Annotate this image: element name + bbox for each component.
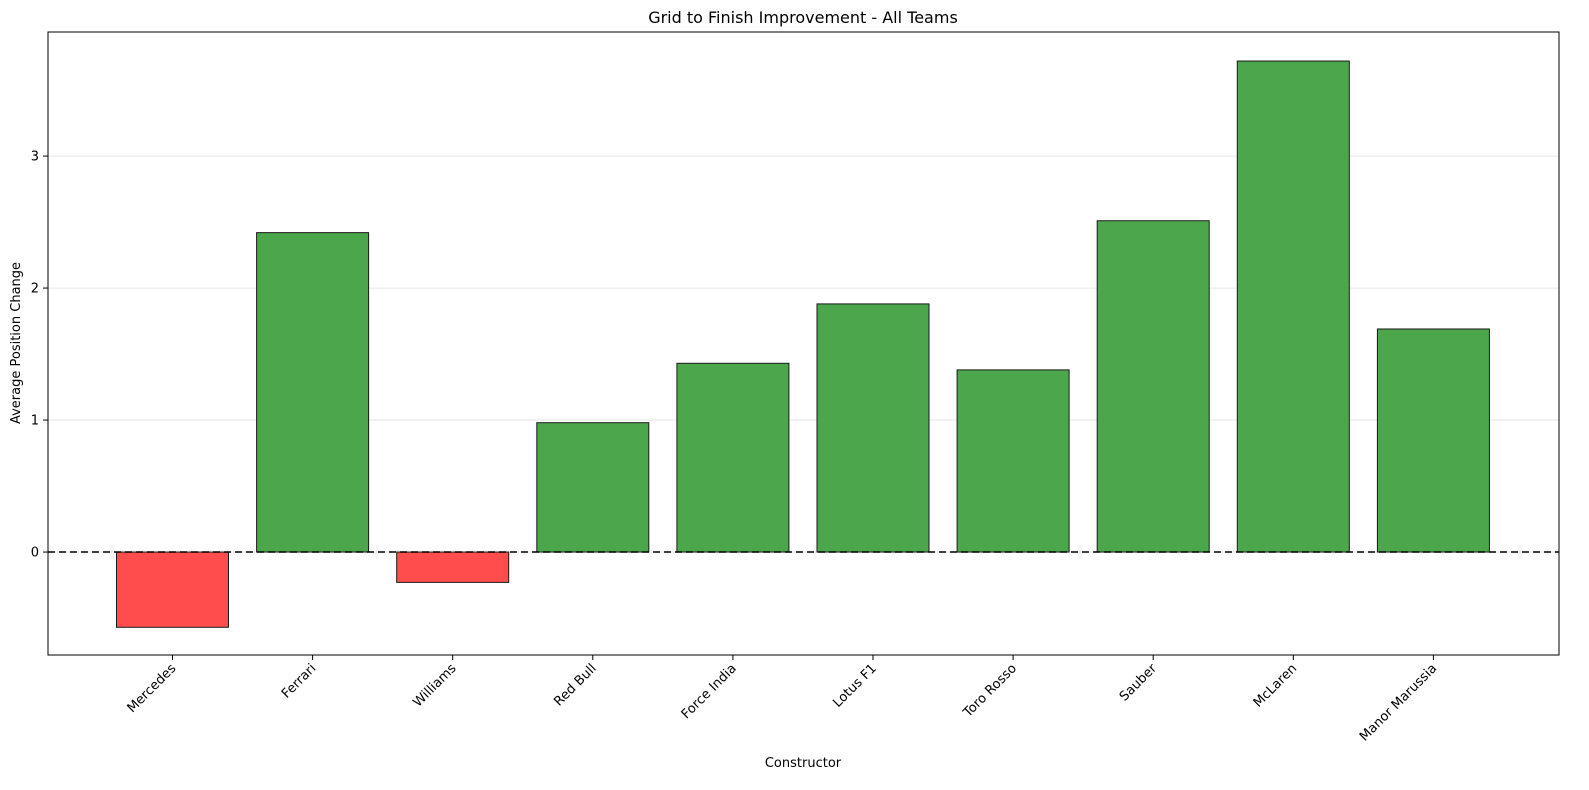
x-axis-label: Constructor: [765, 756, 842, 771]
bar-ferrari: [256, 232, 370, 553]
x-tick-label: Toro Rosso: [960, 661, 1020, 721]
bar-manor-marussia: [1376, 328, 1490, 553]
y-tick-label: 1: [31, 414, 39, 429]
chart-title: Grid to Finish Improvement - All Teams: [648, 8, 958, 27]
x-tick-label: McLaren: [1251, 661, 1300, 710]
plot-frame: [47, 31, 1560, 656]
x-tick-label: Lotus F1: [830, 661, 879, 710]
x-tick-label: Sauber: [1117, 661, 1161, 705]
x-tick-label: Mercedes: [125, 661, 180, 716]
x-tick-label: Williams: [410, 661, 459, 710]
x-tick-label: Ferrari: [279, 661, 319, 701]
y-tick-label: 0: [31, 546, 39, 561]
x-tick-label: Force India: [679, 661, 740, 722]
bars: [116, 60, 1490, 628]
bar-force-india: [676, 362, 790, 553]
bar-mercedes: [116, 551, 229, 628]
x-axis: Mercedes Ferrari Williams Red Bull Force Ind…: [125, 655, 1440, 744]
y-tick-label: 3: [31, 150, 39, 165]
bar-sauber: [1096, 220, 1210, 553]
bar-red-bull: [536, 422, 650, 553]
y-tick-label: 2: [31, 282, 39, 297]
bar-toro-rosso: [956, 369, 1070, 553]
bar-lotus-f1: [816, 303, 930, 553]
bar-mclaren: [1236, 60, 1350, 553]
x-tick-label: Red Bull: [551, 661, 599, 709]
y-axis: 0 1 2 3: [31, 150, 48, 561]
y-axis-label: Average Position Change: [9, 262, 24, 424]
bar-williams: [396, 551, 510, 583]
x-tick-label: Manor Marussia: [1357, 661, 1440, 744]
